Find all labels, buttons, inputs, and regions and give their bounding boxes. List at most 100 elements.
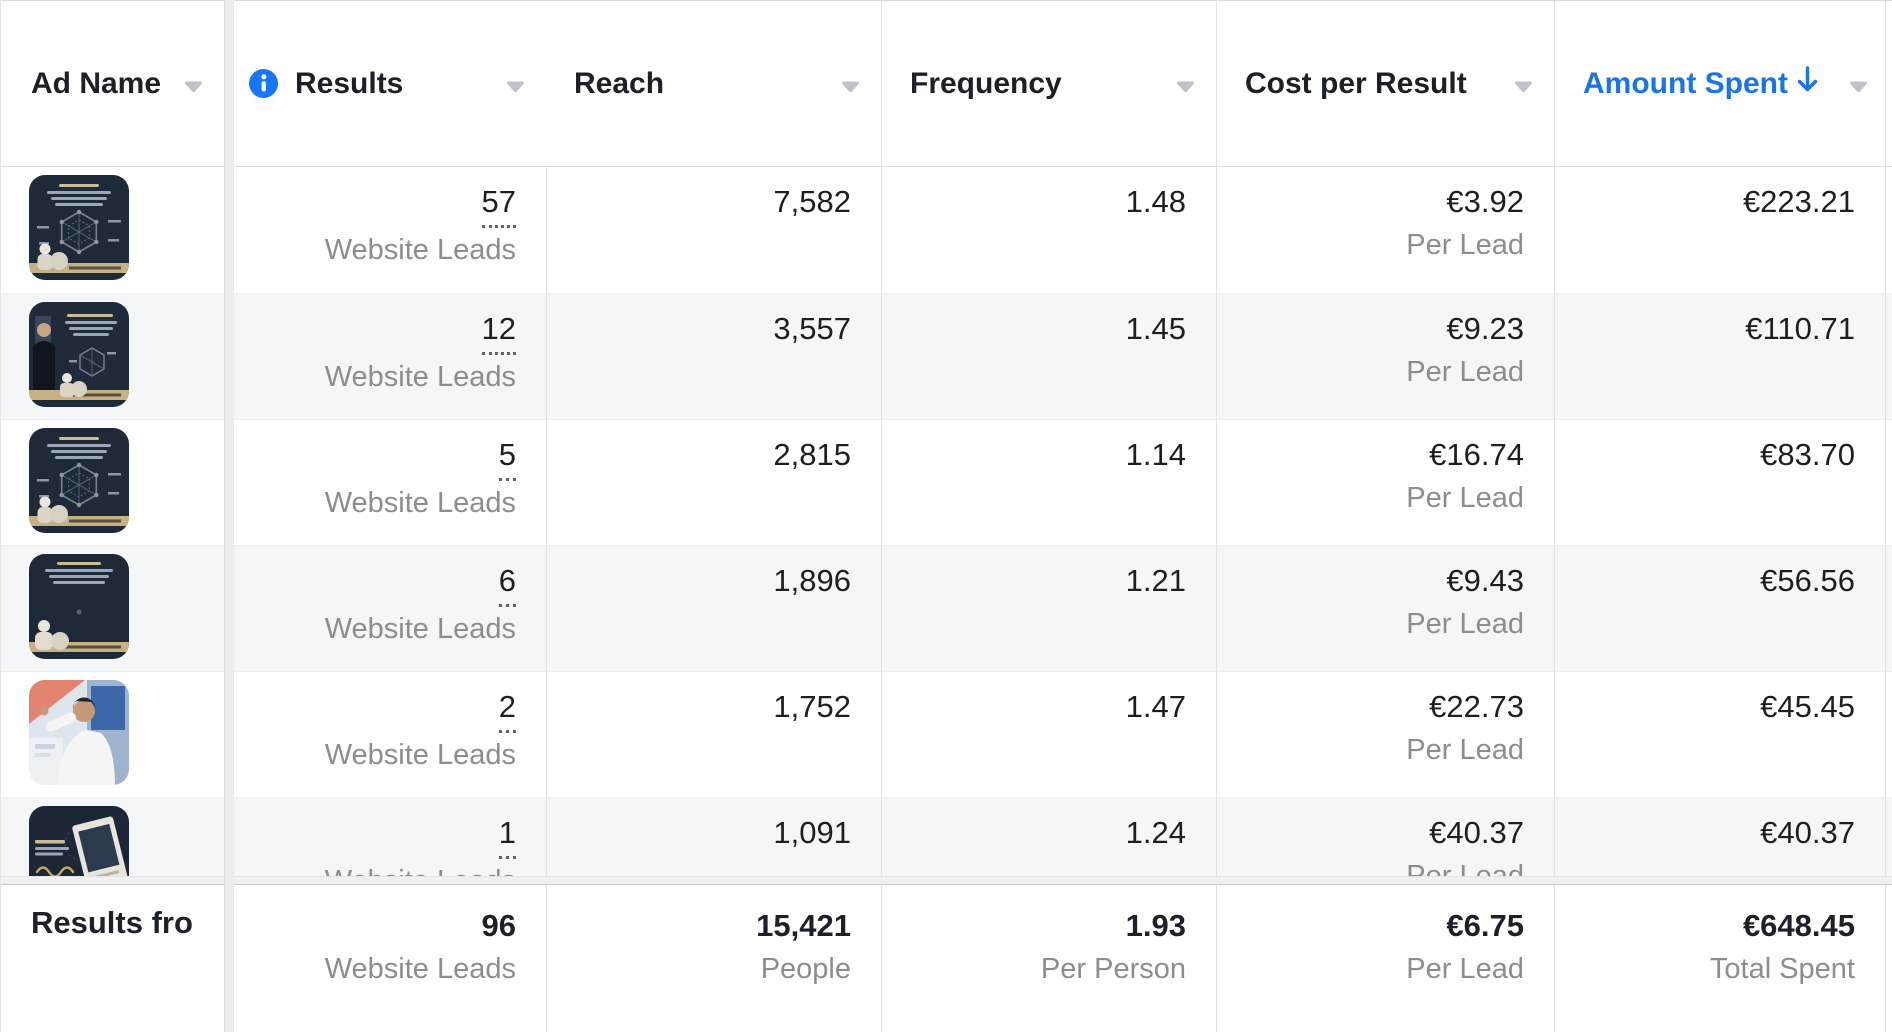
column-header-frequency[interactable]: Frequency	[881, 1, 1216, 166]
totals-results-value: 96	[481, 908, 516, 943]
cost-per-result-cell: €9.23 Per Lead	[1216, 294, 1554, 419]
ad-thumbnail-presenter-photo[interactable]	[29, 680, 129, 785]
cost-unit-label: Per Lead	[1406, 860, 1524, 876]
totals-reach-cell: 15,421 People	[546, 885, 881, 1032]
frequency-cell: 1.47	[881, 672, 1216, 797]
chevron-down-icon[interactable]	[1848, 66, 1869, 102]
frequency-cell: 1.45	[881, 294, 1216, 419]
table-row: 1 Website Leads 1,091 1.24 €40.37 Per Le…	[1, 797, 1892, 876]
ad-name-cell	[1, 672, 224, 797]
horizontal-scrollbar[interactable]	[1, 876, 1892, 885]
chevron-down-icon[interactable]	[840, 66, 861, 102]
amount-spent-value: €110.71	[1745, 311, 1855, 346]
frequency-header-label: Frequency	[910, 66, 1062, 100]
cost-unit-label: Per Lead	[1406, 229, 1524, 261]
cost-per-result-value: €40.37	[1429, 815, 1524, 850]
cost-per-result-cell: €40.37 Per Lead	[1216, 798, 1554, 876]
totals-label: Results fro	[31, 905, 193, 940]
chevron-down-icon[interactable]	[1513, 66, 1534, 102]
cost-unit-label: Per Lead	[1406, 356, 1524, 388]
ad-thumbnail-hexagon-diagram[interactable]	[29, 428, 129, 533]
frequency-value: 1.48	[1125, 184, 1186, 219]
ad-name-cell	[1, 798, 224, 876]
results-cell: 12 Website Leads	[234, 294, 546, 419]
vertical-scrollbar-gutter[interactable]	[224, 0, 234, 1032]
table-row: 6 Website Leads 1,896 1.21 €9.43 Per Lea…	[1, 545, 1892, 671]
column-header-cost-per-result[interactable]: Cost per Result	[1216, 1, 1554, 166]
results-value[interactable]: 2	[498, 686, 516, 733]
reach-value: 7,582	[773, 184, 851, 219]
amount-spent-value: €223.21	[1742, 184, 1855, 219]
results-type-label: Website Leads	[324, 361, 516, 393]
totals-results-type: Website Leads	[324, 953, 516, 985]
results-value[interactable]: 1	[498, 812, 516, 859]
frequency-cell: 1.21	[881, 546, 1216, 671]
reach-cell: 1,091	[546, 798, 881, 876]
info-icon[interactable]	[248, 68, 279, 99]
chevron-down-icon[interactable]	[505, 66, 526, 102]
ad-thumbnail-dark-text[interactable]	[29, 554, 129, 659]
amount-spent-value: €56.56	[1760, 563, 1855, 598]
frequency-value: 1.24	[1125, 815, 1186, 850]
amount-spent-header-label: Amount Spent	[1583, 66, 1788, 100]
amount-spent-cell: €110.71	[1554, 294, 1886, 419]
results-header-label: Results	[295, 66, 404, 100]
results-type-label: Website Leads	[324, 613, 516, 645]
results-type-label: Website Leads	[234, 861, 516, 876]
ad-name-cell	[1, 420, 224, 545]
results-value[interactable]: 12	[481, 308, 516, 355]
ad-name-header-label: Ad Name	[31, 66, 162, 100]
results-type-label: Website Leads	[324, 234, 516, 266]
reach-cell: 1,896	[546, 546, 881, 671]
table-body: 57 Website Leads 7,582 1.48 €3.92 Per Le…	[1, 167, 1892, 876]
amount-spent-cell: €83.70	[1554, 420, 1886, 545]
column-header-amount-spent[interactable]: Amount Spent	[1554, 1, 1886, 166]
table-row: 5 Website Leads 2,815 1.14 €16.74 Per Le…	[1, 419, 1892, 545]
reach-cell: 2,815	[546, 420, 881, 545]
amount-spent-cell: €56.56	[1554, 546, 1886, 671]
reach-value: 1,896	[773, 563, 851, 598]
cost-unit-label: Per Lead	[1406, 608, 1524, 640]
ad-name-cell	[1, 294, 224, 419]
reach-value: 2,815	[773, 437, 851, 472]
results-cell: 1 Website Leads	[234, 798, 546, 876]
frequency-cell: 1.48	[881, 167, 1216, 293]
reach-cell: 7,582	[546, 167, 881, 293]
ad-thumbnail-card-signature[interactable]	[29, 806, 129, 876]
results-value[interactable]: 5	[498, 434, 516, 481]
totals-frequency-cell: 1.93 Per Person	[881, 885, 1216, 1032]
frequency-cell: 1.14	[881, 420, 1216, 545]
ad-thumbnail-speaker-hexagon[interactable]	[29, 302, 129, 407]
reach-cell: 1,752	[546, 672, 881, 797]
results-cell: 2 Website Leads	[234, 672, 546, 797]
cost-per-result-value: €22.73	[1429, 689, 1524, 724]
totals-cost-unit: Per Lead	[1406, 953, 1524, 985]
frequency-value: 1.21	[1125, 563, 1186, 598]
column-header-reach[interactable]: Reach	[546, 1, 881, 166]
chevron-down-icon[interactable]	[183, 66, 204, 102]
cost-per-result-value: €3.92	[1446, 184, 1524, 219]
totals-cost-cell: €6.75 Per Lead	[1216, 885, 1554, 1032]
chevron-down-icon[interactable]	[1175, 66, 1196, 102]
ad-thumbnail-hexagon-diagram[interactable]	[29, 175, 129, 280]
cost-per-result-value: €9.23	[1446, 311, 1524, 346]
cost-per-result-header-label: Cost per Result	[1245, 66, 1467, 100]
column-header-ad-name[interactable]: Ad Name	[1, 1, 224, 166]
totals-cost-value: €6.75	[1446, 908, 1524, 943]
results-value[interactable]: 57	[481, 181, 516, 228]
totals-results-cell: 96 Website Leads	[234, 885, 546, 1032]
totals-amount-cell: €648.45 Total Spent	[1554, 885, 1886, 1032]
cost-per-result-value: €9.43	[1446, 563, 1524, 598]
results-value[interactable]: 6	[498, 560, 516, 607]
totals-frequency-unit: Per Person	[1040, 953, 1186, 985]
ad-name-cell	[1, 167, 224, 293]
column-header-results[interactable]: Results	[234, 1, 546, 166]
cost-per-result-cell: €3.92 Per Lead	[1216, 167, 1554, 293]
results-type-label: Website Leads	[324, 739, 516, 771]
amount-spent-value: €40.37	[1760, 815, 1855, 850]
amount-spent-cell: €40.37	[1554, 798, 1886, 876]
cost-per-result-value: €16.74	[1429, 437, 1524, 472]
results-cell: 5 Website Leads	[234, 420, 546, 545]
amount-spent-cell: €223.21	[1554, 167, 1886, 293]
